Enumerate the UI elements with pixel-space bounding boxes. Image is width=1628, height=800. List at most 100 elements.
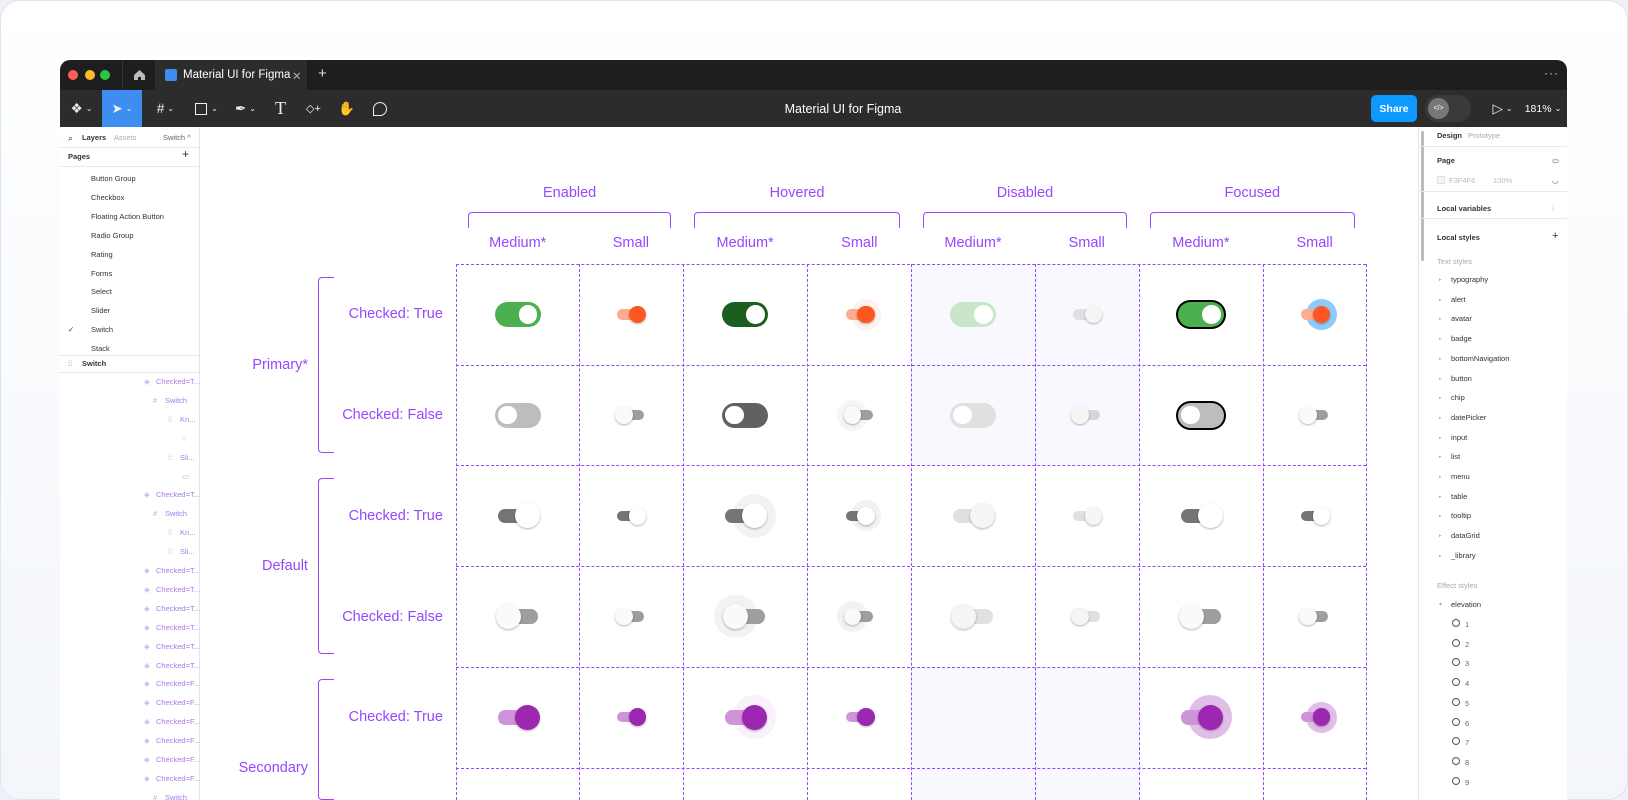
effect-style-item[interactable]: 2 bbox=[1465, 639, 1470, 649]
caret-right-icon[interactable]: ▸ bbox=[1439, 296, 1442, 303]
switch-toggle[interactable] bbox=[713, 594, 767, 639]
text-style-item[interactable]: chip bbox=[1451, 393, 1465, 403]
eye-icon[interactable]: ◡ bbox=[1552, 176, 1559, 185]
layer-item[interactable]: Checked=F... bbox=[156, 773, 200, 783]
page-settings-icon[interactable]: ▭ bbox=[1552, 156, 1560, 165]
tab-layers[interactable]: Layers bbox=[82, 133, 107, 142]
scrollbar[interactable] bbox=[1421, 131, 1424, 261]
effect-style-item[interactable]: 9 bbox=[1465, 777, 1470, 787]
layer-item[interactable]: Checked=F... bbox=[156, 755, 200, 764]
main-menu-button[interactable]: ❖ ⌄ bbox=[70, 100, 93, 116]
effect-group[interactable]: elevation bbox=[1451, 600, 1482, 609]
page-item[interactable]: Rating bbox=[91, 249, 113, 259]
layer-item[interactable]: Checked=T... bbox=[156, 584, 200, 594]
layer-root[interactable]: Switch bbox=[82, 359, 107, 368]
tab-design[interactable]: Design bbox=[1437, 131, 1463, 140]
switch-toggle[interactable] bbox=[1179, 503, 1223, 529]
text-style-item[interactable]: menu bbox=[1451, 472, 1470, 481]
switch-toggle[interactable] bbox=[951, 604, 995, 629]
text-style-item[interactable]: avatar bbox=[1451, 314, 1472, 324]
comment-tool-button[interactable] bbox=[367, 90, 392, 127]
switch-toggle[interactable] bbox=[1299, 406, 1330, 424]
page-item[interactable]: Checkbox bbox=[91, 192, 125, 202]
switch-toggle[interactable] bbox=[1071, 406, 1102, 424]
layer-item[interactable]: Checked=F... bbox=[156, 717, 200, 727]
switch-toggle[interactable] bbox=[844, 708, 875, 727]
zoom-menu[interactable]: 181% ⌄ bbox=[1524, 102, 1562, 115]
search-icon[interactable]: ⌕ bbox=[68, 133, 74, 143]
switch-toggle[interactable] bbox=[844, 298, 882, 330]
text-style-item[interactable]: table bbox=[1451, 491, 1468, 501]
layer-item[interactable]: Switch bbox=[165, 792, 188, 800]
caret-right-icon[interactable]: ▸ bbox=[1439, 513, 1442, 520]
switch-toggle[interactable] bbox=[615, 305, 647, 324]
layer-item[interactable]: Checked=F... bbox=[156, 679, 200, 689]
dev-mode-toggle[interactable]: </> bbox=[1425, 95, 1471, 122]
close-window-button[interactable] bbox=[68, 70, 78, 80]
switch-toggle[interactable] bbox=[837, 601, 875, 632]
effect-style-item[interactable]: 5 bbox=[1465, 698, 1470, 708]
new-tab-button[interactable]: + bbox=[318, 65, 327, 82]
caret-right-icon[interactable]: ▸ bbox=[1439, 336, 1442, 343]
more-menu-button[interactable]: ··· bbox=[1544, 66, 1559, 80]
text-style-item[interactable]: badge bbox=[1451, 334, 1472, 344]
file-title[interactable]: Material UI for Figma bbox=[784, 101, 902, 116]
caret-right-icon[interactable]: ▸ bbox=[1439, 552, 1442, 559]
add-page-button[interactable]: + bbox=[182, 147, 190, 161]
layer-item[interactable]: Sli... bbox=[180, 547, 195, 557]
add-style-button[interactable]: + bbox=[1552, 230, 1559, 242]
layer-item[interactable]: Checked=T... bbox=[156, 641, 200, 651]
switch-toggle[interactable] bbox=[722, 301, 768, 327]
page-item[interactable]: Stack bbox=[91, 344, 110, 354]
text-style-item[interactable]: dataGrid bbox=[1451, 531, 1480, 541]
caret-down-icon[interactable]: ▾ bbox=[1439, 602, 1443, 608]
layer-item[interactable]: Checked=T... bbox=[156, 377, 200, 386]
page-item[interactable]: Radio Group bbox=[91, 230, 134, 240]
effect-style-item[interactable]: 1 bbox=[1465, 620, 1470, 629]
canvas[interactable]: Enabled Hovered Disabled Focused Medium* Smal… bbox=[200, 127, 1418, 800]
tab-assets[interactable]: Assets bbox=[114, 133, 137, 142]
layer-item[interactable]: Checked=T... bbox=[156, 603, 200, 613]
effect-style-item[interactable]: 3 bbox=[1465, 659, 1470, 669]
caret-right-icon[interactable]: ▸ bbox=[1439, 474, 1442, 480]
switch-toggle[interactable] bbox=[615, 507, 647, 525]
switch-toggle[interactable] bbox=[1178, 301, 1224, 327]
switch-toggle[interactable] bbox=[496, 704, 540, 730]
page-item[interactable]: Slider bbox=[91, 306, 111, 316]
page-item[interactable]: Switch bbox=[91, 325, 114, 335]
switch-toggle[interactable] bbox=[951, 503, 995, 529]
caret-right-icon[interactable]: ▸ bbox=[1439, 414, 1442, 421]
layer-item[interactable]: Checked=F... bbox=[156, 698, 200, 708]
page-item[interactable]: Floating Action Button bbox=[91, 211, 164, 221]
switch-toggle[interactable] bbox=[1179, 604, 1223, 629]
switch-toggle[interactable] bbox=[723, 494, 777, 538]
text-style-item[interactable]: tooltip bbox=[1451, 511, 1472, 521]
maximize-window-button[interactable] bbox=[100, 70, 110, 80]
pen-tool-button[interactable]: ✒ ⌄ bbox=[234, 100, 256, 116]
switch-toggle[interactable] bbox=[950, 402, 996, 428]
layer-item[interactable]: Checked=F... bbox=[156, 736, 200, 746]
page-opacity-value[interactable]: 100% bbox=[1493, 176, 1513, 185]
switch-toggle[interactable] bbox=[615, 406, 646, 424]
caret-right-icon[interactable]: ▸ bbox=[1439, 434, 1442, 441]
layer-item[interactable]: Kn... bbox=[180, 528, 196, 538]
caret-right-icon[interactable]: ▸ bbox=[1439, 316, 1442, 323]
shape-tool-button[interactable]: ⌄ bbox=[189, 90, 224, 127]
minimize-window-button[interactable] bbox=[85, 70, 95, 80]
home-button[interactable] bbox=[122, 60, 155, 90]
tab-prototype[interactable]: Prototype bbox=[1468, 131, 1501, 140]
switch-toggle[interactable] bbox=[844, 500, 882, 532]
effect-style-item[interactable]: 6 bbox=[1465, 718, 1470, 728]
switch-toggle[interactable] bbox=[1071, 305, 1103, 324]
layer-item[interactable]: Kn... bbox=[180, 414, 196, 424]
caret-right-icon[interactable]: ▸ bbox=[1439, 454, 1442, 461]
switch-toggle[interactable] bbox=[722, 402, 768, 428]
effect-style-item[interactable]: 4 bbox=[1465, 679, 1470, 689]
text-tool-button[interactable]: T bbox=[268, 90, 293, 127]
layer-item[interactable]: Checked=T... bbox=[156, 490, 200, 500]
effect-style-item[interactable]: 8 bbox=[1465, 757, 1470, 767]
text-style-item[interactable]: typography bbox=[1451, 275, 1489, 284]
switch-toggle[interactable] bbox=[1071, 507, 1103, 525]
switch-toggle[interactable] bbox=[1299, 607, 1330, 626]
switch-toggle[interactable] bbox=[1299, 298, 1337, 330]
